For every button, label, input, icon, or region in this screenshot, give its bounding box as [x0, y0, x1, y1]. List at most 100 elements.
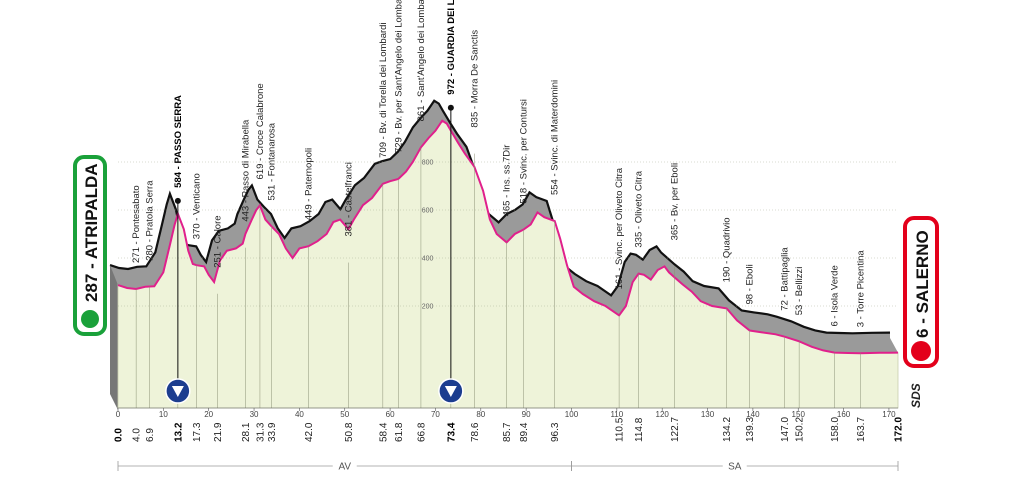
waypoint-separator: -: [745, 285, 756, 293]
waypoint-altitude: 709: [378, 142, 389, 158]
km-tick-label: 0: [116, 410, 121, 419]
climb-marker-layer: [165, 104, 464, 404]
waypoint-altitude: 3: [855, 322, 866, 327]
rear-profile-layer: [109, 99, 898, 410]
waypoint-label: 190 - Quadrivio: [722, 217, 733, 282]
waypoint-km-label: 158.0: [830, 417, 841, 442]
waypoint-separator: -: [502, 192, 513, 200]
waypoint-label: 619 - Croce Calabrone: [255, 83, 266, 179]
start-sign-label: 287 - ATRIPALDA: [82, 163, 101, 302]
waypoint-name: Oliveto Citra: [634, 170, 645, 223]
waypoint-label: 443 - Passo di Mirabella: [240, 119, 251, 222]
km-tick-label: 80: [476, 410, 485, 419]
waypoint-km-label: 114.8: [634, 417, 645, 442]
waypoint-label: 518 - Svinc. per Contursi: [518, 99, 529, 204]
km-label-axis: 0.0 4.0 6.9 13.2 17.3 21.9 28.1 31.3 33.9 42.0 50.…: [114, 417, 905, 442]
finish-sign-frame: [903, 216, 939, 368]
waypoint-name: Passo di Mirabella: [240, 119, 251, 197]
waypoint-separator: -: [240, 197, 251, 205]
waypoint-label: 251 - Calore: [212, 215, 223, 267]
finish-separator: -: [913, 313, 932, 328]
waypoint-separator: -: [634, 223, 645, 231]
waypoint-separator: -: [469, 103, 480, 111]
finish-sign-label: 6 - SALERNO: [913, 230, 932, 338]
waypoint-separator: -: [191, 215, 202, 223]
waypoint-name: Torre Picentina: [855, 250, 866, 314]
waypoint-label: 729 - Bv. per Sant'Angelo dei Lombardi: [393, 0, 404, 153]
waypoint-separator: -: [446, 70, 457, 78]
road-line: [117, 119, 899, 355]
waypoint-km-label: 110.5: [615, 417, 626, 442]
waypoint-label: 972 - GUARDIA DEI LOMBARDI: [446, 0, 457, 95]
waypoint-km-label: 96.3: [550, 422, 561, 442]
km-tick-label: 40: [295, 410, 304, 419]
waypoint-name: Croce Calabrone: [255, 83, 266, 155]
km-tick-label: 30: [250, 410, 259, 419]
finish-name: SALERNO: [913, 230, 932, 313]
waypoint-km-label: 147.0: [780, 417, 791, 442]
sponsor-logo: SDS: [909, 383, 923, 408]
km-tick-label: 140: [746, 410, 760, 419]
km-tick-label: 10: [159, 410, 168, 419]
region-label: AV: [338, 462, 351, 473]
waypoint-separator: -: [518, 179, 529, 187]
waypoint-name: GUARDIA DEI LOMBARDI: [446, 0, 457, 70]
km-tick-label: 160: [837, 410, 851, 419]
waypoint-km-label: 6.9: [145, 428, 156, 442]
waypoint-name: Venticano: [191, 173, 202, 215]
waypoint-altitude: 531: [267, 185, 278, 201]
waypoint-altitude: 161: [614, 274, 625, 290]
region-band: AV SA: [117, 459, 899, 473]
waypoint-altitude: 72: [780, 300, 791, 311]
waypoint-altitude: 6: [830, 321, 841, 326]
waypoint-separator: -: [212, 243, 223, 251]
waypoint-label: 6 - Isola Verde: [830, 265, 841, 326]
climb-triangle-icon: [444, 386, 457, 397]
waypoint-km-label: 17.3: [192, 422, 203, 442]
km-tick-label: 130: [701, 410, 715, 419]
waypoint-label: 335 - Oliveto Citra: [634, 170, 645, 247]
km-tick-label: 60: [386, 410, 395, 419]
km-tick-label: 120: [656, 410, 670, 419]
altitude-tick-label: 600: [422, 208, 434, 215]
waypoint-label: 370 - Venticano: [191, 173, 202, 239]
waypoint-label: 3 - Torre Picentina: [855, 250, 866, 328]
start-edge-wall: [110, 265, 118, 410]
waypoint-altitude: 449: [303, 204, 314, 220]
waypoint-km-label: 58.4: [378, 422, 389, 442]
waypoint-name: Ins. ss.7Dir: [502, 145, 513, 193]
waypoint-altitude: 271: [131, 247, 142, 263]
finish-altitude: 6: [913, 329, 932, 338]
waypoint-separator: -: [722, 258, 733, 266]
waypoint-altitude: 729: [393, 137, 404, 153]
km-tick-label: 50: [340, 410, 349, 419]
waypoint-name: Bv. per Sant'Angelo dei Lombardi: [393, 0, 404, 129]
waypoint-label: 365 - Bv. per Eboli: [669, 163, 680, 240]
waypoint-label: 72 - Battipaglia: [780, 247, 791, 311]
climb-triangle-icon: [171, 386, 184, 397]
waypoint-altitude: 251: [212, 252, 223, 268]
km-axis: 0 10 20 30 40 50 60 70 80 90 100 110 120 130 140 150 160…: [116, 407, 898, 419]
waypoint-name: Bv. di Torella dei Lombardi: [378, 22, 389, 133]
start-sign-frame: [73, 155, 107, 336]
km-finish-label: 172.0: [894, 417, 905, 442]
altitude-tick-label: 200: [422, 304, 434, 311]
waypoint-km-label: 66.8: [416, 422, 427, 442]
waypoint-name: Bellizzi: [794, 267, 805, 297]
waypoint-km-label: 134.2: [722, 417, 733, 442]
waypoint-separator: -: [378, 134, 389, 142]
waypoint-label: 98 - Eboli: [745, 264, 756, 304]
waypoint-name: Pratola Serra: [144, 180, 155, 237]
km-tick-label: 110: [610, 410, 623, 419]
waypoint-altitude: 335: [634, 232, 645, 248]
waypoint-name: Bv. per Eboli: [669, 163, 680, 216]
waypoint-km-label: 13.2: [173, 422, 184, 442]
altitude-tick-label: 800: [422, 160, 434, 167]
km-tick-label: 100: [565, 410, 579, 419]
waypoint-name: Calore: [212, 215, 223, 243]
waypoint-altitude: 972: [446, 79, 457, 95]
waypoint-km-label: 33.9: [267, 422, 278, 442]
waypoint-separator: -: [267, 176, 278, 184]
